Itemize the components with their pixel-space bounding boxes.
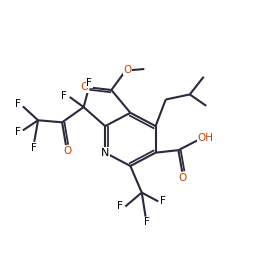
Text: F: F [86, 78, 92, 88]
Text: F: F [117, 201, 123, 211]
Text: F: F [61, 91, 67, 101]
Text: N: N [101, 148, 109, 158]
Text: F: F [15, 99, 21, 109]
Text: O: O [178, 173, 186, 183]
Text: O: O [80, 82, 88, 92]
Text: O: O [123, 65, 132, 74]
Text: OH: OH [197, 133, 213, 143]
Text: F: F [15, 127, 21, 137]
Text: O: O [63, 146, 71, 156]
Text: F: F [160, 196, 166, 206]
Text: F: F [31, 143, 37, 153]
Text: F: F [144, 217, 150, 227]
